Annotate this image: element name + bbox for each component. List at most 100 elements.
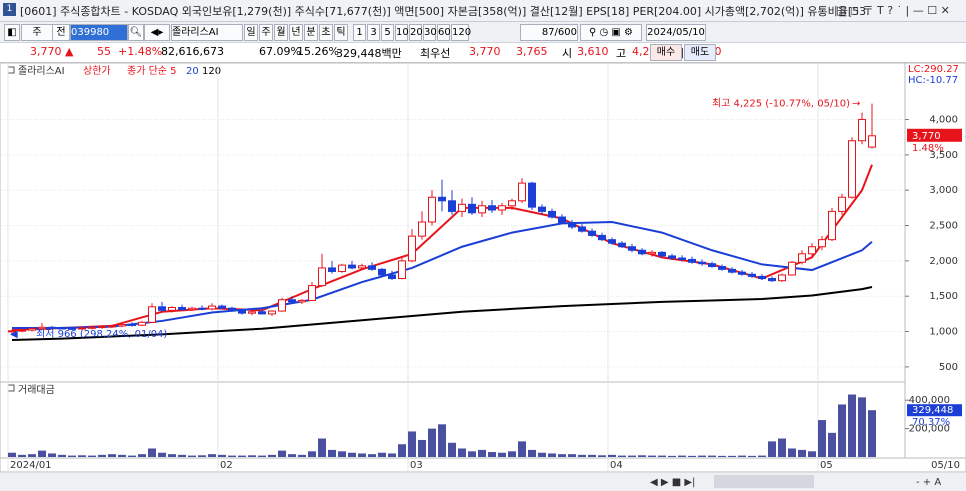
volume-bar bbox=[538, 452, 546, 457]
unit-button[interactable]: 틱 bbox=[334, 24, 348, 41]
high-annotation: 최고 4,225 (-10.77%, 05/10) bbox=[712, 98, 850, 110]
tool-icons[interactable]: ⚲ ◷ ▣ ⚙ bbox=[580, 24, 642, 41]
window-icon: 1 bbox=[3, 3, 16, 16]
volume-bar bbox=[868, 410, 876, 457]
volume-bar bbox=[388, 453, 396, 457]
scroll-controls[interactable]: ◀ ▶ ■ ▶| bbox=[650, 477, 695, 488]
candle-body bbox=[338, 264, 346, 272]
volume-bar bbox=[168, 454, 176, 457]
candle-body bbox=[618, 242, 626, 248]
candle-body bbox=[418, 221, 426, 237]
buy-button[interactable]: 매수 bbox=[650, 44, 682, 61]
candle-body bbox=[738, 271, 746, 275]
x-tick-label: 2024/01 bbox=[10, 460, 52, 471]
candle-body bbox=[498, 205, 506, 211]
candle-body bbox=[368, 265, 376, 270]
unit-button[interactable]: 10 bbox=[395, 24, 409, 41]
unit-button[interactable]: 일 bbox=[244, 24, 258, 41]
nav-button[interactable]: ◀▸ bbox=[144, 24, 170, 41]
volume-bar bbox=[578, 454, 586, 457]
volume-bar bbox=[428, 428, 436, 457]
unit-button[interactable]: 30 bbox=[423, 24, 437, 41]
volume-bar bbox=[438, 424, 446, 457]
ma-line bbox=[11, 286, 873, 342]
volume-bar bbox=[788, 448, 796, 457]
unit-button[interactable]: 월 bbox=[274, 24, 288, 41]
date-field[interactable]: 2024/05/10 bbox=[646, 24, 706, 41]
volume-bar bbox=[58, 454, 66, 457]
amount: 329,448백만 bbox=[336, 47, 402, 60]
candle-body bbox=[798, 253, 806, 263]
y-tick-label: 1,500 bbox=[929, 291, 958, 302]
y-tick-label: 400,000 bbox=[909, 395, 950, 406]
price-tag bbox=[907, 128, 962, 142]
volume-bar bbox=[78, 455, 86, 457]
y-tick-label: 3,000 bbox=[929, 185, 958, 196]
unit-button[interactable]: 3 bbox=[367, 24, 380, 41]
low-annotation: 최저 966 (298.24%, 01/04) bbox=[36, 328, 167, 340]
unit-button[interactable]: 1 bbox=[353, 24, 366, 41]
candle-body bbox=[818, 239, 826, 248]
volume-bar bbox=[218, 454, 226, 457]
count-field: 87/600 bbox=[520, 24, 578, 41]
candle-body bbox=[158, 306, 166, 311]
x-axis bbox=[0, 457, 966, 473]
volume-bar bbox=[188, 455, 196, 457]
candle-body bbox=[128, 323, 136, 326]
candle-body bbox=[328, 267, 336, 272]
volume-bar bbox=[248, 455, 256, 457]
volume-bar bbox=[368, 454, 376, 457]
search-button[interactable]: 🔍︎ bbox=[128, 24, 144, 41]
candle-body bbox=[518, 182, 526, 202]
candle-body bbox=[528, 182, 536, 208]
volume-bar bbox=[178, 454, 186, 457]
unit-button[interactable]: 초 bbox=[319, 24, 333, 41]
candle-body bbox=[358, 265, 366, 269]
volume-bar bbox=[638, 455, 646, 457]
volume-bar bbox=[718, 455, 726, 457]
unit-button[interactable]: 20 bbox=[409, 24, 423, 41]
unit-button[interactable]: 120 bbox=[451, 24, 471, 41]
candle-body bbox=[648, 251, 656, 255]
sell-button[interactable]: 매도 bbox=[684, 44, 716, 61]
stock-name: 졸라리스AI bbox=[171, 24, 243, 41]
volume-bar bbox=[468, 451, 476, 457]
volume-bar bbox=[338, 451, 346, 457]
volume-bar bbox=[808, 451, 816, 457]
code-input[interactable]: 039980 bbox=[70, 24, 128, 41]
legend-name: 졸라리스AI bbox=[18, 65, 65, 77]
scroll-bar bbox=[0, 473, 966, 491]
window-controls[interactable]: ◫ ◻ 〒 T ? ˙ | — ☐ ✕ bbox=[836, 4, 950, 17]
unit-button[interactable]: 주 bbox=[259, 24, 273, 41]
volume-bar bbox=[378, 452, 386, 457]
candle-body bbox=[308, 285, 316, 301]
candle-body bbox=[398, 260, 406, 280]
x-tick-label: 04 bbox=[610, 460, 623, 471]
scroll-thumb[interactable] bbox=[714, 475, 814, 488]
volume-bar bbox=[88, 455, 96, 457]
volume-bar bbox=[598, 455, 606, 457]
volume-bar bbox=[628, 455, 636, 457]
zoom-controls[interactable]: - + A bbox=[916, 477, 941, 488]
unit-button[interactable]: 분 bbox=[304, 24, 318, 41]
candle-body bbox=[658, 251, 666, 257]
volume-bar bbox=[778, 438, 786, 457]
legend-limit: 상한가 bbox=[83, 65, 111, 77]
volume-bar bbox=[228, 455, 236, 457]
prev-button[interactable]: 전 bbox=[52, 24, 70, 41]
icon-button[interactable]: ◧ bbox=[4, 24, 20, 41]
volume-bar bbox=[308, 451, 316, 457]
ma-line bbox=[12, 220, 873, 329]
volume-bar bbox=[738, 455, 746, 457]
unit-button[interactable]: 5 bbox=[381, 24, 394, 41]
volume-bar bbox=[418, 439, 426, 457]
volume-bar bbox=[728, 455, 736, 457]
volume-bar bbox=[448, 442, 456, 457]
volume-bar bbox=[558, 454, 566, 457]
volume-bar bbox=[768, 441, 776, 457]
volume-bar bbox=[318, 438, 326, 457]
candle-body bbox=[608, 239, 616, 244]
unit-button[interactable]: 년 bbox=[289, 24, 303, 41]
unit-button[interactable]: 60 bbox=[437, 24, 451, 41]
legend-ma20: 20 bbox=[186, 66, 199, 77]
